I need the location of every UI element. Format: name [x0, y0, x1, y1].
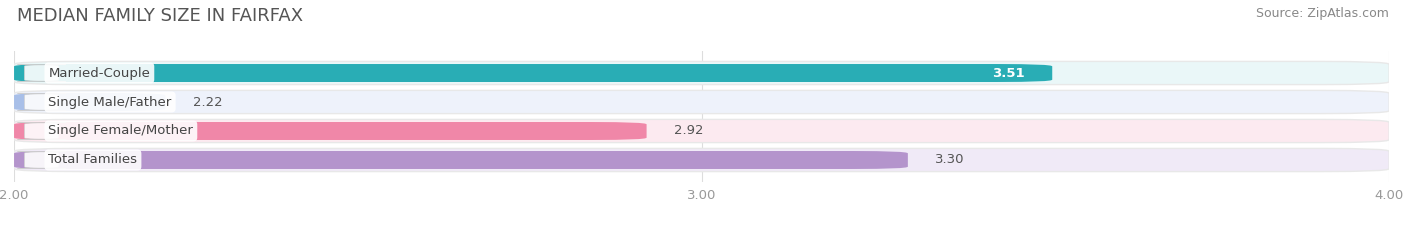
FancyBboxPatch shape — [14, 62, 1389, 85]
Text: Source: ZipAtlas.com: Source: ZipAtlas.com — [1256, 7, 1389, 20]
Text: 2.22: 2.22 — [193, 96, 222, 109]
FancyBboxPatch shape — [14, 148, 1389, 171]
FancyBboxPatch shape — [14, 119, 1389, 143]
Text: 3.30: 3.30 — [935, 154, 965, 167]
FancyBboxPatch shape — [14, 90, 1389, 114]
FancyBboxPatch shape — [17, 123, 66, 140]
FancyBboxPatch shape — [17, 93, 66, 110]
Text: Single Female/Mother: Single Female/Mother — [48, 124, 193, 137]
FancyBboxPatch shape — [14, 93, 166, 111]
FancyBboxPatch shape — [17, 65, 66, 82]
FancyBboxPatch shape — [17, 151, 66, 168]
Text: Single Male/Father: Single Male/Father — [48, 96, 172, 109]
Text: Married-Couple: Married-Couple — [48, 66, 150, 79]
Text: 2.92: 2.92 — [673, 124, 703, 137]
FancyBboxPatch shape — [14, 151, 908, 169]
Text: MEDIAN FAMILY SIZE IN FAIRFAX: MEDIAN FAMILY SIZE IN FAIRFAX — [17, 7, 304, 25]
FancyBboxPatch shape — [14, 122, 647, 140]
Text: 3.51: 3.51 — [993, 66, 1025, 79]
Text: Total Families: Total Families — [48, 154, 138, 167]
FancyBboxPatch shape — [14, 64, 1052, 82]
